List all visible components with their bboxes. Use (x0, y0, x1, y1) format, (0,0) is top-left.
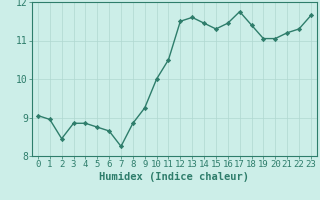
X-axis label: Humidex (Indice chaleur): Humidex (Indice chaleur) (100, 172, 249, 182)
